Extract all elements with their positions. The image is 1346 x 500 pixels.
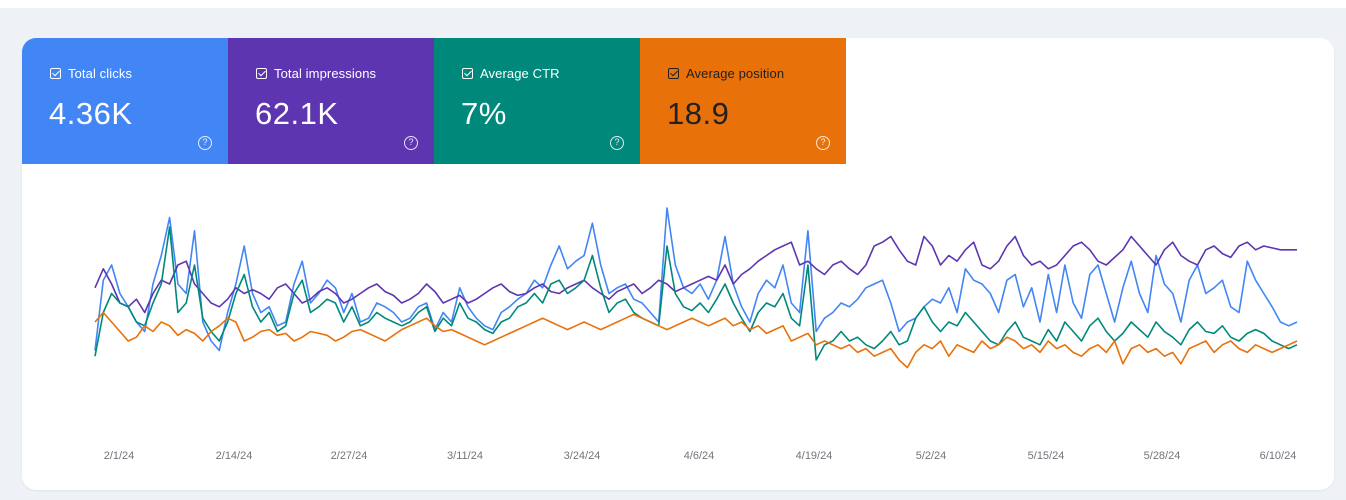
metric-value: 7% [461, 96, 507, 131]
metric-label: Average position [686, 66, 785, 81]
performance-line-chart[interactable]: 2/1/24 2/14/24 2/27/24 3/11/24 3/24/24 4/6/24… [22, 38, 1334, 490]
x-tick-label: 5/28/24 [1144, 450, 1181, 462]
performance-card: Total clicks 4.36K ? Total impressions 6… [22, 38, 1334, 490]
metric-label: Total clicks [68, 66, 133, 81]
metric-total-clicks[interactable]: Total clicks 4.36K ? [22, 38, 228, 164]
x-tick-label: 3/11/24 [447, 450, 483, 462]
x-tick-label: 5/2/24 [916, 450, 947, 462]
metric-value: 4.36K [49, 96, 133, 131]
series-line-total-impressions[interactable] [94, 235, 1297, 314]
metric-value: 18.9 [667, 96, 730, 131]
metric-average-ctr[interactable]: Average CTR 7% ? [434, 38, 640, 164]
x-tick-label: 5/15/24 [1028, 450, 1065, 462]
metric-label: Total impressions [274, 66, 377, 81]
series-line-total-clicks[interactable] [94, 207, 1298, 352]
top-strip [0, 0, 1346, 8]
x-axis-ticks: 2/1/24 2/14/24 2/27/24 3/11/24 3/24/24 4/6/24… [104, 450, 1297, 462]
checkbox-checked-icon[interactable] [50, 68, 61, 79]
x-tick-label: 3/24/24 [564, 450, 601, 462]
metric-value: 62.1K [255, 96, 339, 131]
x-tick-label: 2/1/24 [104, 450, 135, 462]
series-line-average-ctr[interactable] [94, 226, 1298, 361]
help-icon[interactable]: ? [198, 136, 212, 150]
metric-total-impressions[interactable]: Total impressions 62.1K ? [228, 38, 434, 164]
checkbox-checked-icon[interactable] [462, 68, 473, 79]
x-tick-label: 2/14/24 [216, 450, 253, 462]
metric-average-position[interactable]: Average position 18.9 ? [640, 38, 846, 164]
x-tick-label: 6/10/24 [1260, 450, 1297, 462]
help-icon[interactable]: ? [816, 136, 830, 150]
metric-label: Average CTR [480, 66, 560, 81]
checkbox-checked-icon[interactable] [256, 68, 267, 79]
series-layer [94, 207, 1298, 369]
x-tick-label: 4/6/24 [684, 450, 715, 462]
metric-tabs: Total clicks 4.36K ? Total impressions 6… [22, 38, 846, 164]
checkbox-checked-icon[interactable] [668, 68, 679, 79]
series-line-average-position[interactable] [94, 311, 1298, 369]
help-icon[interactable]: ? [404, 136, 418, 150]
x-tick-label: 2/27/24 [331, 450, 368, 462]
help-icon[interactable]: ? [610, 136, 624, 150]
x-tick-label: 4/19/24 [796, 450, 833, 462]
